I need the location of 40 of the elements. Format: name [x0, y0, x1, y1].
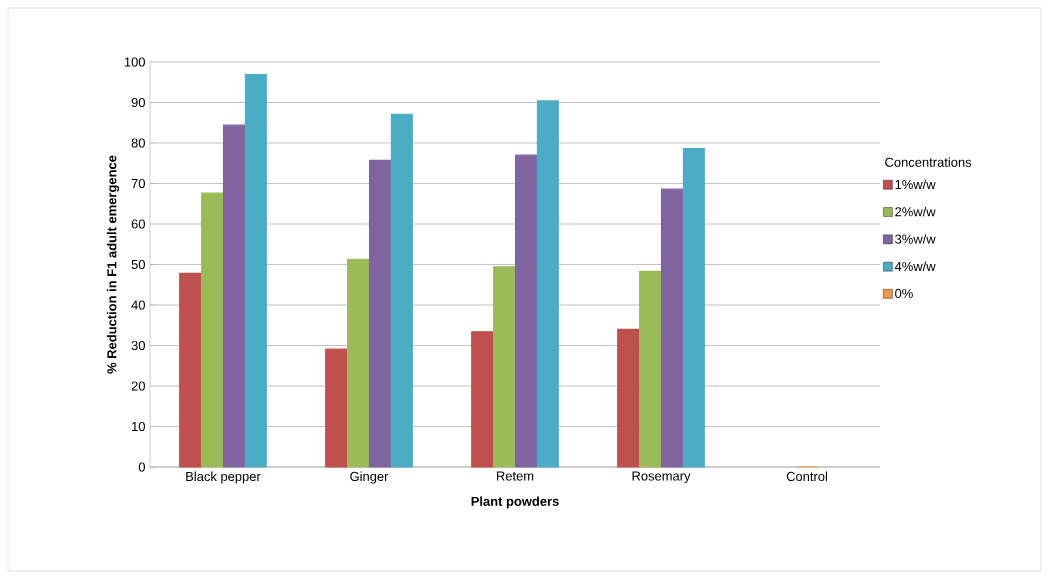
bar [244, 73, 267, 468]
legend-title: Concentrations [885, 157, 972, 167]
x-axis-title: Plant powders [471, 496, 559, 509]
x-tick-label: Black pepper [186, 471, 261, 484]
legend-label: 0% [895, 288, 913, 298]
y-tick-label: 60 [131, 219, 145, 229]
bar [347, 258, 370, 468]
y-tick-label: 50 [131, 259, 145, 270]
y-tick-label: 30 [131, 340, 145, 351]
y-tick-label: 100 [124, 57, 145, 67]
y-tick-label: 40 [131, 300, 145, 310]
bar [201, 192, 224, 468]
bar [471, 331, 494, 468]
bar [222, 124, 245, 468]
y-axis-title: % Reduction in F1 adult emergence [106, 155, 120, 374]
x-tick-label: Ginger [350, 471, 389, 484]
bar [390, 113, 413, 468]
x-tick-label: Rosemary [632, 471, 691, 484]
y-tick-label: 20 [131, 381, 145, 391]
legend-label: 1%w/w [895, 179, 936, 190]
bar [639, 270, 662, 468]
x-tick-label: Retem [496, 471, 534, 481]
legend-label: 4%w/w [894, 261, 936, 272]
legend-label: 3%w/w [895, 234, 936, 244]
bar [325, 348, 348, 468]
y-tick-label: 10 [132, 421, 145, 432]
x-tick-label: Control [786, 471, 828, 482]
bar [493, 266, 516, 468]
y-tick-label: 70 [131, 178, 145, 189]
bar [514, 154, 537, 468]
bar [368, 159, 391, 468]
bar [617, 328, 640, 468]
bar [179, 272, 202, 468]
y-tick-label: 0 [138, 462, 145, 472]
y-tick-label: 90 [131, 97, 145, 108]
bar [536, 100, 559, 468]
bar [660, 188, 683, 468]
bar [682, 148, 705, 468]
legend-label: 2%w/w [895, 206, 936, 217]
y-tick-label: 80 [131, 138, 145, 148]
